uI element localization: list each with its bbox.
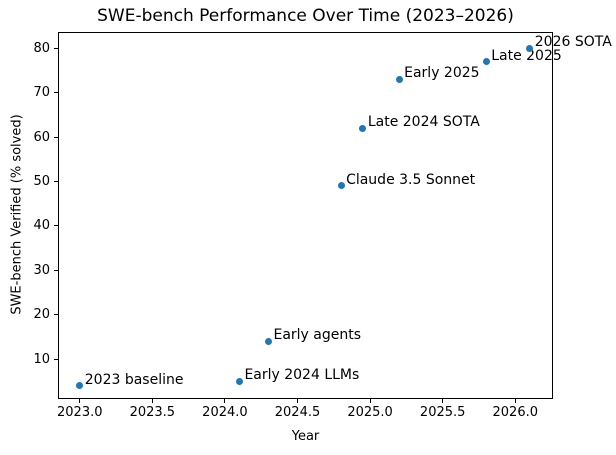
plot-area — [58, 32, 553, 399]
x-tick-label: 2025.0 — [347, 405, 393, 420]
point-annotation: Late 2024 SOTA — [367, 114, 480, 131]
data-point — [526, 44, 534, 52]
chart-title: SWE-bench Performance Over Time (2023–20… — [97, 6, 514, 26]
y-axis-label: SWE-bench Verified (% solved) — [9, 114, 25, 315]
x-tick-label: 2024.0 — [202, 405, 248, 420]
y-tick-mark — [54, 358, 58, 360]
x-tick-mark — [442, 399, 444, 403]
y-tick-label: 80 — [33, 40, 50, 56]
y-tick-label: 70 — [33, 85, 50, 101]
data-point — [235, 377, 243, 385]
y-tick-mark — [54, 47, 58, 49]
y-tick-label: 40 — [33, 218, 50, 234]
y-tick-mark — [54, 92, 58, 94]
x-tick-label: 2024.5 — [274, 405, 321, 420]
x-tick-label: 2025.5 — [419, 405, 466, 420]
data-point — [482, 58, 490, 66]
point-annotation: Early agents — [273, 327, 362, 344]
x-tick-mark — [224, 399, 226, 403]
data-point — [264, 337, 272, 345]
data-point — [337, 182, 345, 190]
x-tick-mark — [297, 399, 299, 403]
x-tick-mark — [151, 399, 153, 403]
x-tick-mark — [79, 399, 81, 403]
y-tick-label: 10 — [33, 351, 50, 367]
y-tick-mark — [54, 136, 58, 138]
x-tick-label: 2023.0 — [57, 405, 103, 420]
point-annotation: Early 2025 — [404, 65, 480, 82]
point-annotation: Claude 3.5 Sonnet — [346, 171, 476, 188]
data-point — [359, 124, 367, 132]
y-tick-mark — [54, 269, 58, 271]
x-tick-mark — [514, 399, 516, 403]
x-tick-label: 2023.5 — [129, 405, 176, 420]
y-tick-mark — [54, 225, 58, 227]
point-annotation: Late 2025 — [491, 47, 562, 64]
x-tick-mark — [369, 399, 371, 403]
y-tick-label: 60 — [33, 129, 50, 145]
point-annotation: 2023 baseline — [84, 371, 184, 388]
y-tick-label: 50 — [33, 174, 50, 190]
y-tick-mark — [54, 314, 58, 316]
x-tick-label: 2026.0 — [492, 405, 539, 420]
data-point — [395, 75, 403, 83]
y-tick-label: 30 — [33, 262, 50, 278]
point-annotation: 2026 SOTA — [534, 34, 612, 51]
y-tick-mark — [54, 181, 58, 183]
x-axis-label: Year — [291, 429, 320, 444]
data-point — [76, 382, 84, 390]
point-annotation: Early 2024 LLMs — [244, 367, 360, 384]
y-tick-label: 20 — [33, 307, 50, 323]
